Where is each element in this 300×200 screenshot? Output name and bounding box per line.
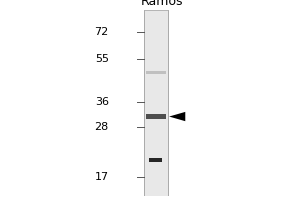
Text: 55: 55 [95,54,109,64]
Text: 72: 72 [94,27,109,37]
Bar [146,71,166,74]
Polygon shape [169,112,185,121]
Bar [144,10,168,196]
Text: 17: 17 [95,172,109,182]
Bar [146,114,166,119]
Bar [149,158,163,162]
Text: Ramos: Ramos [140,0,183,8]
Text: 28: 28 [94,122,109,132]
Text: 36: 36 [95,97,109,107]
